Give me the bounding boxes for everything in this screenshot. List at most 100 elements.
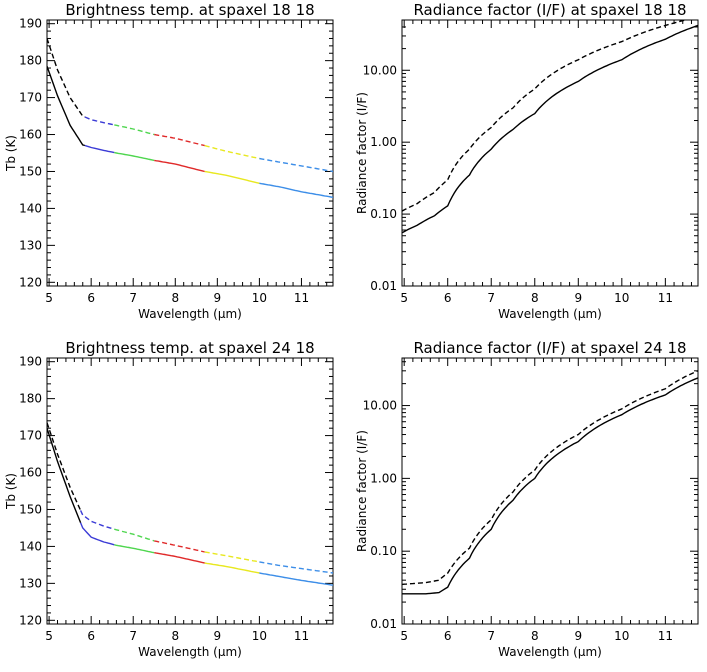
y-axis-label: Tb (K) <box>4 135 18 172</box>
series-solid-line <box>402 377 698 595</box>
series-solid-segment-2 <box>114 544 155 554</box>
y-tick-label: 170 <box>19 429 42 443</box>
x-tick-label: 9 <box>574 291 582 305</box>
series-solid-segment-1 <box>79 522 115 546</box>
series-dashed-segment-3 <box>154 133 205 147</box>
series-solid-segment-5 <box>259 572 333 586</box>
y-tick-label: 0.01 <box>370 617 397 631</box>
series-solid-segment-2 <box>114 151 155 162</box>
x-tick-label: 8 <box>171 629 179 643</box>
x-tick-label: 10 <box>614 291 629 305</box>
y-tick-label: 0.10 <box>370 207 397 221</box>
y-tick-label: 130 <box>19 576 42 590</box>
x-tick-label: 5 <box>400 629 408 643</box>
x-tick-label: 8 <box>531 291 539 305</box>
x-tick-label: 6 <box>444 629 452 643</box>
y-tick-label: 10.00 <box>363 63 397 77</box>
x-tick-label: 10 <box>252 629 267 643</box>
series-dashed-segment-0 <box>47 422 82 511</box>
x-tick-label: 9 <box>214 291 222 305</box>
x-tick-label: 10 <box>252 291 267 305</box>
series-dashed-segment-2 <box>114 124 155 136</box>
chart-title: Brightness temp. at spaxel 24 18 <box>65 339 314 357</box>
y-tick-label: 160 <box>19 466 42 480</box>
chart-panel-0: Brightness temp. at spaxel 18 18 5 6 7 8 9 10 1… <box>4 1 334 321</box>
plot-frame <box>46 19 334 287</box>
x-tick-label: 9 <box>214 629 222 643</box>
x-tick-label: 8 <box>531 629 539 643</box>
plot-frame <box>401 357 699 625</box>
series-solid-segment-1 <box>84 144 115 154</box>
y-tick-label: 180 <box>19 392 42 406</box>
series-solid-segment-0 <box>47 427 82 523</box>
x-tick-label: 6 <box>87 629 95 643</box>
x-tick-label: 8 <box>171 291 179 305</box>
series-group <box>47 38 333 198</box>
series-dashed-segment-4 <box>204 551 260 563</box>
series-dashed-segment-3 <box>154 540 205 553</box>
series-dashed-segment-1 <box>79 510 115 530</box>
series-dashed-segment-4 <box>204 144 260 160</box>
x-tick-label: 9 <box>574 629 582 643</box>
y-tick-label: 0.10 <box>370 544 397 558</box>
y-tick-label: 180 <box>19 54 42 68</box>
y-tick-label: 140 <box>19 539 42 553</box>
y-tick-label: 1.00 <box>370 135 397 149</box>
x-tick-label: 5 <box>400 291 408 305</box>
x-tick-label: 11 <box>658 291 673 305</box>
series-solid-segment-3 <box>154 552 205 564</box>
y-axis-label: Tb (K) <box>4 473 18 510</box>
x-tick-label: 7 <box>487 629 495 643</box>
x-axis-label: Wavelength (μm) <box>138 645 242 659</box>
x-tick-label: 11 <box>658 629 673 643</box>
x-axis-label: Wavelength (μm) <box>498 645 602 659</box>
series-dashed-segment-5 <box>259 157 333 173</box>
y-tick-label: 140 <box>19 201 42 215</box>
chart-panel-3: Radiance factor (I/F) at spaxel 24 18 5 6 7… <box>355 339 699 659</box>
series-dashed-segment-2 <box>114 528 155 542</box>
x-tick-label: 7 <box>129 291 137 305</box>
x-tick-label: 11 <box>294 629 309 643</box>
y-tick-label: 130 <box>19 238 42 252</box>
y-tick-label: 170 <box>19 91 42 105</box>
y-tick-label: 120 <box>19 613 42 627</box>
series-solid-segment-4 <box>204 170 260 184</box>
y-tick-label: 160 <box>19 128 42 142</box>
series-solid-segment-5 <box>259 182 333 198</box>
x-tick-label: 7 <box>487 291 495 305</box>
chart-title: Brightness temp. at spaxel 18 18 <box>65 1 314 19</box>
series-group <box>47 422 333 586</box>
x-tick-label: 6 <box>87 291 95 305</box>
x-tick-label: 7 <box>129 629 137 643</box>
series-group <box>402 370 698 595</box>
chart-panel-1: Radiance factor (I/F) at spaxel 18 18 5 6 7… <box>355 1 699 321</box>
series-solid-segment-4 <box>204 562 260 574</box>
series-dashed-line <box>402 20 689 212</box>
y-tick-label: 150 <box>19 164 42 178</box>
y-tick-label: 190 <box>19 355 42 369</box>
chart-title: Radiance factor (I/F) at spaxel 24 18 <box>413 339 686 357</box>
y-axis-label: Radiance factor (I/F) <box>355 92 369 214</box>
y-tick-label: 0.01 <box>370 279 397 293</box>
plot-frame <box>46 357 334 625</box>
x-tick-label: 6 <box>444 291 452 305</box>
series-dashed-segment-0 <box>47 38 86 118</box>
series-dashed-segment-5 <box>259 561 333 574</box>
y-tick-label: 190 <box>19 17 42 31</box>
x-tick-label: 10 <box>614 629 629 643</box>
y-tick-label: 1.00 <box>370 471 397 485</box>
x-axis-label: Wavelength (μm) <box>498 307 602 321</box>
y-tick-label: 10.00 <box>363 399 397 413</box>
chart-title: Radiance factor (I/F) at spaxel 18 18 <box>413 1 686 19</box>
series-solid-segment-0 <box>47 65 86 147</box>
plot-frame <box>401 19 699 287</box>
x-axis-label: Wavelength (μm) <box>138 307 242 321</box>
y-axis-label: Radiance factor (I/F) <box>355 430 369 552</box>
chart-panel-2: Brightness temp. at spaxel 24 18 5 6 7 8 9 10 1… <box>4 339 334 659</box>
series-dashed-line <box>402 370 698 586</box>
series-group <box>402 20 698 234</box>
x-tick-label: 11 <box>294 291 309 305</box>
series-solid-segment-3 <box>154 159 205 173</box>
series-dashed-segment-1 <box>84 116 115 126</box>
